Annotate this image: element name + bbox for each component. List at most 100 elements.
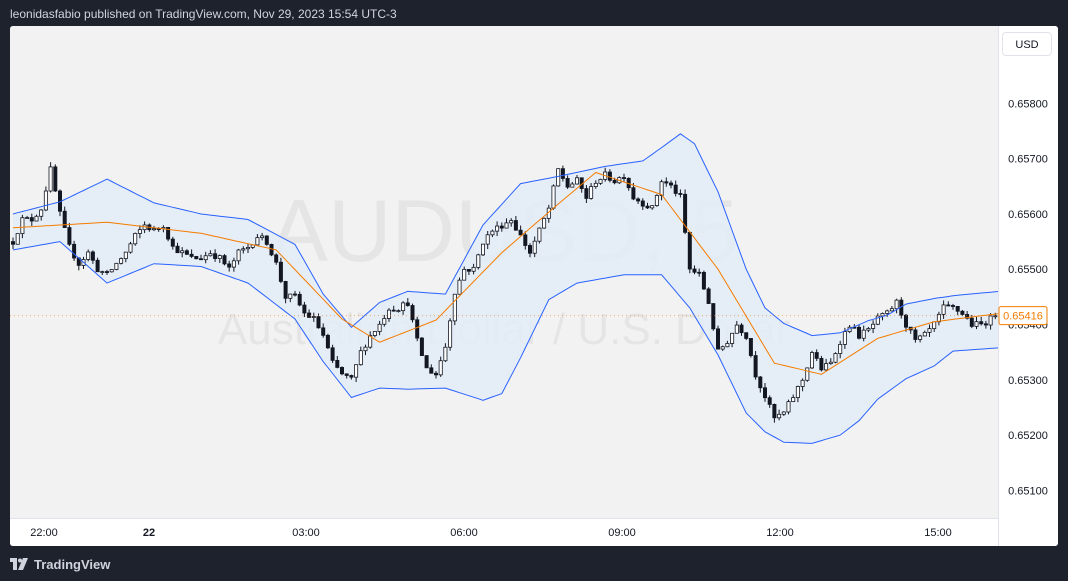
x-tick-label: 22:00: [30, 527, 58, 539]
last-price-label: 0.65416: [1003, 311, 1043, 323]
candle: [217, 254, 222, 263]
candle: [457, 277, 462, 295]
candle: [542, 217, 547, 229]
candle: [405, 298, 410, 307]
candle: [645, 202, 650, 209]
candle: [711, 303, 716, 331]
candle: [349, 374, 354, 380]
candle: [29, 213, 34, 226]
candle: [983, 320, 988, 329]
x-tick-label: 06:00: [450, 527, 478, 539]
candle: [941, 300, 946, 320]
candle: [673, 180, 678, 197]
candle: [593, 180, 598, 189]
candle: [706, 287, 711, 304]
candle: [922, 330, 927, 337]
y-tick-label: 0.65600: [1008, 209, 1048, 221]
candle: [701, 270, 706, 291]
candle: [636, 197, 641, 204]
candle: [278, 257, 283, 284]
candle: [391, 305, 396, 312]
price-scale[interactable]: [998, 26, 1058, 546]
candle: [123, 251, 128, 263]
candle: [260, 232, 265, 241]
tradingview-logo-icon: [10, 558, 28, 570]
plot-layer: AUDUSD, 5Australian Dollar / U.S. Dollar: [10, 133, 998, 444]
brand-name: TradingView: [34, 556, 111, 572]
chart-svg: AUDUSD, 5Australian Dollar / U.S. Dollar…: [10, 98, 1048, 539]
candle: [748, 338, 753, 358]
footer-brand[interactable]: TradingView: [10, 554, 110, 574]
candle: [532, 236, 537, 258]
candle: [480, 243, 485, 256]
candle: [377, 320, 382, 336]
candle: [560, 165, 565, 182]
candle: [499, 222, 504, 232]
candle: [828, 358, 833, 365]
candle: [697, 268, 702, 277]
x-tick-label: 22: [143, 527, 155, 539]
candle: [575, 174, 580, 185]
candle: [335, 355, 340, 369]
candle: [946, 301, 951, 307]
candle: [875, 313, 880, 326]
candle: [654, 194, 659, 207]
candle: [974, 316, 979, 330]
candle: [363, 344, 368, 356]
candle: [734, 320, 739, 334]
candle: [889, 306, 894, 312]
candle: [269, 243, 274, 257]
candle: [824, 358, 829, 371]
candle: [730, 332, 735, 348]
candle: [810, 350, 815, 369]
candle: [513, 216, 518, 231]
candle: [466, 269, 471, 275]
time-scale[interactable]: [10, 518, 998, 546]
candle: [504, 218, 509, 229]
candle: [664, 177, 669, 187]
candle: [518, 225, 523, 236]
candle: [683, 189, 688, 235]
candle: [330, 344, 335, 363]
candle: [410, 303, 415, 323]
candle: [189, 249, 194, 259]
candle: [979, 316, 984, 326]
candle: [927, 324, 932, 337]
candle: [137, 225, 142, 239]
candle: [509, 218, 514, 227]
x-tick-label: 09:00: [608, 527, 636, 539]
y-tick-label: 0.65700: [1008, 154, 1048, 166]
last-price-badge: [998, 306, 1048, 326]
chart-frame[interactable]: AUDUSD, 5Australian Dollar / U.S. Dollar…: [10, 26, 1058, 546]
candle: [570, 181, 575, 188]
candle: [763, 382, 768, 402]
candle: [805, 367, 810, 382]
candle: [833, 352, 838, 364]
candle: [288, 293, 293, 303]
candle: [692, 265, 697, 275]
candle: [795, 385, 800, 403]
candle: [955, 305, 960, 316]
currency-button[interactable]: USD: [1002, 32, 1052, 56]
candle: [198, 254, 203, 261]
candle: [43, 186, 48, 212]
candle: [382, 314, 387, 327]
candle: [72, 240, 77, 261]
candle: [523, 231, 528, 250]
candle: [114, 262, 119, 271]
candle: [25, 215, 30, 220]
candle: [777, 409, 782, 421]
x-tick-label: 03:00: [292, 527, 320, 539]
candle: [739, 323, 744, 336]
candle: [791, 394, 796, 403]
candle: [650, 205, 655, 210]
candle: [800, 378, 805, 392]
candle: [495, 221, 500, 237]
candle: [462, 266, 467, 281]
y-tick-label: 0.65300: [1008, 375, 1048, 387]
candle: [951, 303, 956, 310]
candle: [245, 243, 250, 253]
candle: [213, 249, 218, 262]
candle: [772, 403, 777, 423]
candle: [861, 325, 866, 342]
